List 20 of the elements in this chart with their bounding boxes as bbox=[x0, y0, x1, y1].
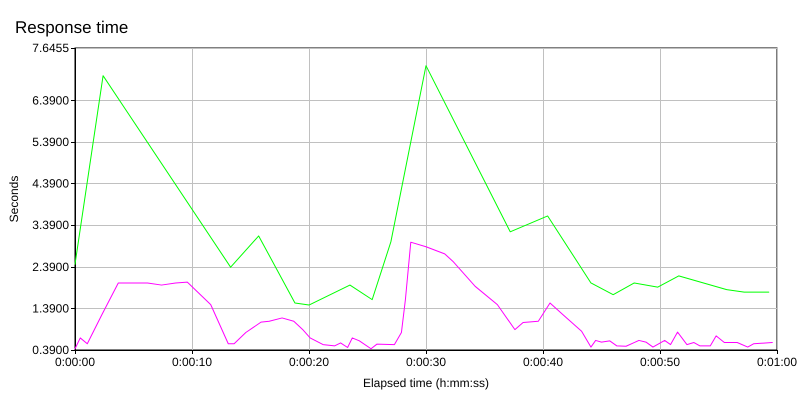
y-tick-label: 3.3900 bbox=[32, 218, 70, 232]
y-tick-label: 5.3900 bbox=[32, 134, 70, 149]
chart-title: Response time bbox=[15, 18, 128, 37]
x-tick-label: 0:00:00 bbox=[54, 355, 96, 369]
x-tick-label: 0:00:10 bbox=[172, 355, 212, 369]
y-tick-label: 1.3900 bbox=[32, 301, 70, 316]
x-tick-label: 0:00:20 bbox=[288, 355, 330, 369]
line-series bbox=[74, 242, 773, 350]
x-tick-label: 0:01:00 bbox=[756, 355, 798, 369]
x-axis-title: Elapsed time (h:mm:ss) bbox=[362, 376, 490, 390]
line-series bbox=[74, 65, 770, 306]
x-tick-label: 0:00:50 bbox=[640, 355, 680, 369]
y-tick-label: 6.3900 bbox=[32, 93, 70, 108]
y-tick-label: 2.3900 bbox=[32, 260, 70, 274]
y-axis-title: Seconds bbox=[7, 176, 21, 222]
y-tick-label: 4.3900 bbox=[32, 176, 70, 191]
y-tick-label: 7.6455 bbox=[32, 41, 70, 55]
x-tick-label: 0:00:30 bbox=[406, 355, 446, 369]
x-tick-label: 0:00:40 bbox=[522, 355, 564, 369]
y-tick-label: 0.3900 bbox=[32, 343, 70, 357]
